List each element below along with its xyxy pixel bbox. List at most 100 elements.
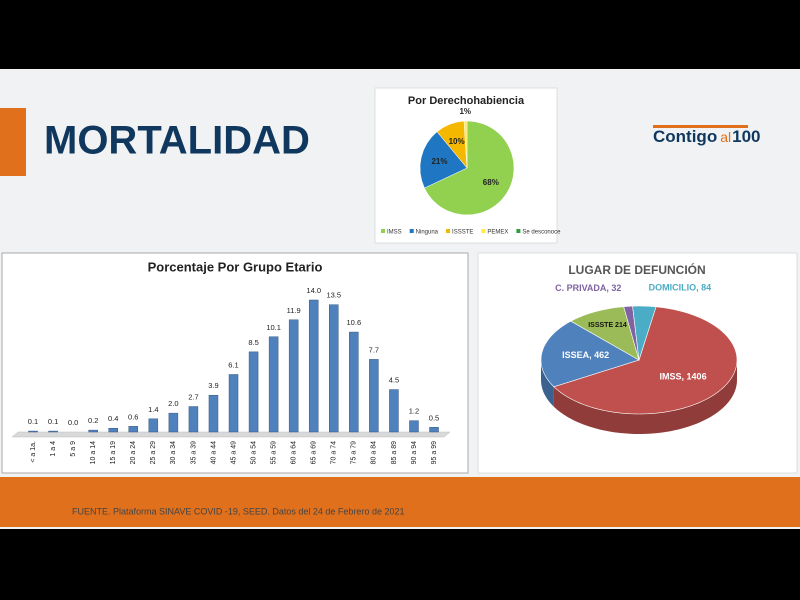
x-tick-label: 30 a 34 — [170, 441, 177, 464]
pie-slice — [424, 120, 515, 216]
data-label: 2.7 — [188, 393, 198, 402]
data-label: 0.2 — [88, 416, 98, 425]
pie-slice — [570, 306, 640, 361]
logo-bar — [653, 125, 748, 128]
pie-slice — [540, 320, 640, 388]
x-tick-label: 5 a 9 — [70, 441, 77, 457]
pie3d-chart: LUGAR DE DEFUNCIÓN IMSS, 1406 ISSEA, 462 IS… — [540, 262, 738, 434]
legend-swatch — [446, 229, 451, 233]
floor — [11, 431, 451, 438]
slice-side — [541, 360, 554, 407]
data-label: 0.1 — [28, 417, 38, 426]
x-tick-label: 60 a 64 — [291, 441, 298, 464]
pie-slice — [463, 120, 468, 169]
x-tick-label: 25 a 29 — [150, 441, 157, 464]
data-label: 14.0 — [306, 286, 321, 295]
legend-label: Se desconoce — [522, 230, 561, 236]
data-label: 1% — [459, 107, 471, 116]
legend-swatch — [381, 229, 385, 233]
bar-chart: Porcentaje Por Grupo Etario 0.1 < a 1a. 0.1… — [11, 259, 451, 464]
bar — [329, 304, 339, 433]
logo: Contigo al100 — [653, 125, 760, 146]
title-accent — [0, 108, 26, 176]
footer-band — [0, 477, 800, 527]
bar — [88, 429, 98, 433]
data-label: 2.0 — [168, 399, 178, 408]
data-label: C. PRIVADA, 32 — [555, 283, 621, 293]
data-label: 0.1 — [48, 417, 58, 426]
x-tick-label: 10 a 14 — [90, 441, 97, 464]
data-label: 10.6 — [347, 318, 362, 327]
data-label: 0.4 — [108, 414, 118, 423]
bar — [228, 374, 239, 433]
x-tick-label: 70 a 74 — [331, 441, 338, 464]
bar — [148, 418, 159, 433]
bar — [168, 412, 179, 433]
x-tick-label: 35 a 39 — [190, 441, 197, 464]
pie-chart: Por Derechohabiencia 68% 21% 10% 1% IMSS Ningu… — [381, 95, 561, 236]
data-label: ISSEA, 462 — [562, 350, 609, 360]
data-label: 6.1 — [228, 360, 238, 369]
bar — [369, 359, 379, 433]
legend-label: IMSS — [387, 230, 402, 236]
footer-source: FUENTE. Plataforma SINAVE COVID -19, SEE… — [72, 506, 404, 516]
pie-slice — [632, 305, 657, 361]
data-label: 10.1 — [266, 323, 281, 332]
bar — [108, 427, 118, 433]
legend-swatch — [409, 229, 414, 233]
legend-label: Ninguna — [416, 230, 439, 236]
logo-word: al — [720, 129, 731, 145]
data-label: 0.5 — [429, 413, 439, 422]
data-label: ISSSTE 214 — [588, 322, 627, 329]
logo-text: Contigo al100 — [653, 127, 760, 146]
bar — [208, 394, 219, 433]
x-tick-label: 55 a 59 — [270, 441, 277, 464]
data-label: 0.0 — [68, 418, 78, 427]
legend-swatch — [481, 229, 486, 233]
slide-title: MORTALIDAD — [44, 119, 310, 163]
bar — [409, 420, 419, 433]
bar — [288, 319, 299, 433]
x-tick-label: 90 a 94 — [411, 441, 418, 464]
data-label: 3.9 — [208, 381, 218, 390]
bar — [308, 299, 319, 433]
data-label: 0.6 — [128, 412, 138, 421]
data-label: 8.5 — [248, 338, 258, 347]
bar — [349, 331, 359, 433]
pie-slice — [553, 306, 738, 415]
logo-word: 100 — [732, 127, 760, 146]
logo-word: Contigo — [653, 127, 717, 146]
bar — [268, 336, 279, 433]
data-label: 10% — [449, 137, 465, 146]
bar — [248, 351, 259, 433]
bar — [48, 430, 58, 433]
x-tick-label: 50 a 54 — [250, 441, 257, 464]
data-label: 13.5 — [326, 291, 341, 300]
x-tick-label: 80 a 84 — [371, 441, 378, 464]
data-label: 1.2 — [409, 407, 419, 416]
bar — [188, 406, 199, 433]
x-tick-label: 20 a 24 — [130, 441, 137, 464]
data-label: 7.7 — [369, 345, 379, 354]
data-label: 68% — [483, 178, 499, 187]
x-tick-label: < a 1a. — [30, 441, 37, 463]
x-tick-label: 1 a 4 — [50, 441, 57, 457]
bar — [429, 427, 439, 433]
chart-title: LUGAR DE DEFUNCIÓN — [568, 262, 705, 277]
data-label: 21% — [431, 157, 447, 166]
x-tick-label: 40 a 44 — [210, 441, 217, 464]
bar — [389, 389, 399, 433]
x-tick-label: 45 a 49 — [230, 441, 237, 464]
bar — [128, 426, 139, 433]
chart-title: Por Derechohabiencia — [408, 95, 525, 107]
x-tick-label: 85 a 89 — [391, 441, 398, 464]
data-label: 4.5 — [389, 376, 399, 385]
data-label: IMSS, 1406 — [660, 371, 707, 381]
legend-label: PEMEX — [487, 230, 508, 236]
x-tick-label: 95 a 99 — [431, 441, 438, 464]
bar — [28, 430, 38, 433]
x-tick-label: 75 a 79 — [351, 441, 358, 464]
data-label: 1.4 — [148, 405, 158, 414]
data-label: 11.9 — [287, 306, 301, 315]
